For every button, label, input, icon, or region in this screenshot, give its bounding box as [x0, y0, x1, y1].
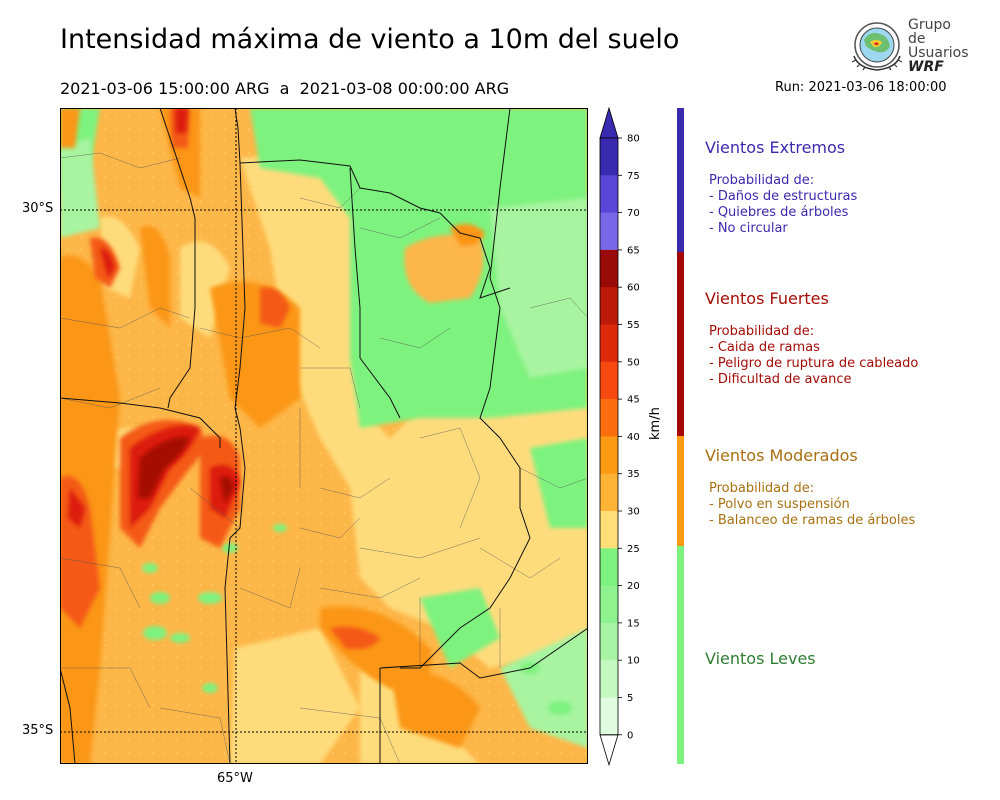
category-strong: Vientos Fuertes Probabilidad de: - Caida… [705, 289, 918, 388]
category-light: Vientos Leves [705, 649, 816, 668]
colorbar-tick-label: 30 [627, 507, 640, 518]
colorbar-segment [600, 138, 618, 176]
logo-line-3: WRF [908, 59, 944, 75]
colorbar-segment [600, 249, 618, 288]
colorbar-segment [600, 585, 618, 624]
colorbar-tick-label: 40 [627, 432, 640, 443]
category-moderate-title: Vientos Moderados [705, 446, 858, 465]
colorbar-segment [600, 436, 618, 475]
run-time: Run: 2021-03-06 18:00:00 [775, 80, 947, 95]
category-extreme-subtitle: Probabilidad de: [709, 173, 815, 188]
category-moderate-subtitle: Probabilidad de: [709, 481, 815, 496]
colorbar-segment [600, 548, 618, 587]
lat-label-30s: 30°S [22, 201, 54, 216]
category-moderate-item: - Balanceo de ramas de árboles [709, 513, 916, 528]
strip-light [677, 546, 684, 764]
colorbar-unit: km/h [648, 407, 663, 440]
category-strong-item: - Dificultad de avance [709, 372, 852, 387]
colorbar-segment [600, 212, 618, 251]
lat-label-35s: 35°S [22, 723, 54, 738]
colorbar-tick-label: 65 [627, 245, 640, 256]
strip-extreme [677, 108, 684, 252]
colorbar-tick-label: 70 [627, 208, 640, 219]
colorbar-min-arrow [599, 734, 619, 767]
colorbar-tick-label: 45 [627, 395, 640, 406]
colorbar-max-arrow [599, 106, 619, 139]
colorbar-segment [600, 287, 618, 325]
colorbar-segment [600, 473, 618, 512]
globe-icon [851, 22, 903, 71]
category-strong-item: - Peligro de ruptura de cableado [709, 356, 919, 371]
colorbar-tick-label: 25 [627, 544, 640, 555]
colorbar-segment [600, 361, 618, 400]
category-strong-subtitle: Probabilidad de: [709, 324, 815, 339]
forecast-period: 2021-03-06 15:00:00 ARG a 2021-03-08 00:… [60, 79, 510, 98]
colorbar-tick-label: 50 [627, 357, 640, 368]
colorbar-segment [600, 622, 618, 661]
category-strong-title: Vientos Fuertes [705, 289, 829, 308]
colorbar-tick-label: 55 [627, 320, 640, 331]
colorbar-tick-label: 0 [627, 730, 633, 741]
wind-map [60, 108, 588, 764]
category-light-title: Vientos Leves [705, 649, 816, 668]
colorbar-segment [600, 697, 618, 736]
grupo-usuarios-wrf-logo: Grupo de Usuarios WRF [848, 16, 972, 74]
colorbar-tick-label: 80 [627, 134, 640, 145]
colorbar-tick-label: 15 [627, 618, 640, 629]
category-extreme-item: - No circular [709, 221, 788, 236]
colorbar-tick-label: 10 [627, 656, 640, 667]
category-moderate: Vientos Moderados Probabilidad de: - Pol… [705, 446, 915, 529]
category-strong-item: - Caida de ramas [709, 340, 820, 355]
colorbar-tick-label: 60 [627, 283, 640, 294]
category-extreme-title: Vientos Extremos [705, 138, 846, 157]
strip-strong [677, 252, 684, 436]
colorbar-segment [600, 399, 618, 437]
colorbar-tick-label: 75 [627, 171, 640, 182]
colorbar-segment [600, 324, 618, 363]
logo-line-2: Usuarios [908, 45, 969, 61]
strip-moderate [677, 436, 684, 546]
map-title: Intensidad máxima de viento a 10m del su… [60, 24, 680, 55]
category-strip [677, 108, 684, 764]
category-moderate-item: - Polvo en suspensión [709, 497, 850, 512]
lon-label-65w: 65°W [217, 771, 253, 786]
category-extreme: Vientos Extremos Probabilidad de: - Daño… [705, 138, 857, 237]
colorbar-segment [600, 511, 618, 549]
logo-line-1: Grupo de [908, 17, 951, 47]
colorbar-segment [600, 175, 618, 214]
category-extreme-item: - Quiebres de árboles [709, 205, 849, 220]
colorbar-tick-label: 20 [627, 581, 640, 592]
colorbar-tick-label: 35 [627, 469, 640, 480]
colorbar-segment [600, 660, 618, 698]
colorbar-tick-label: 5 [627, 693, 633, 704]
category-extreme-item: - Daños de estructuras [709, 189, 858, 204]
